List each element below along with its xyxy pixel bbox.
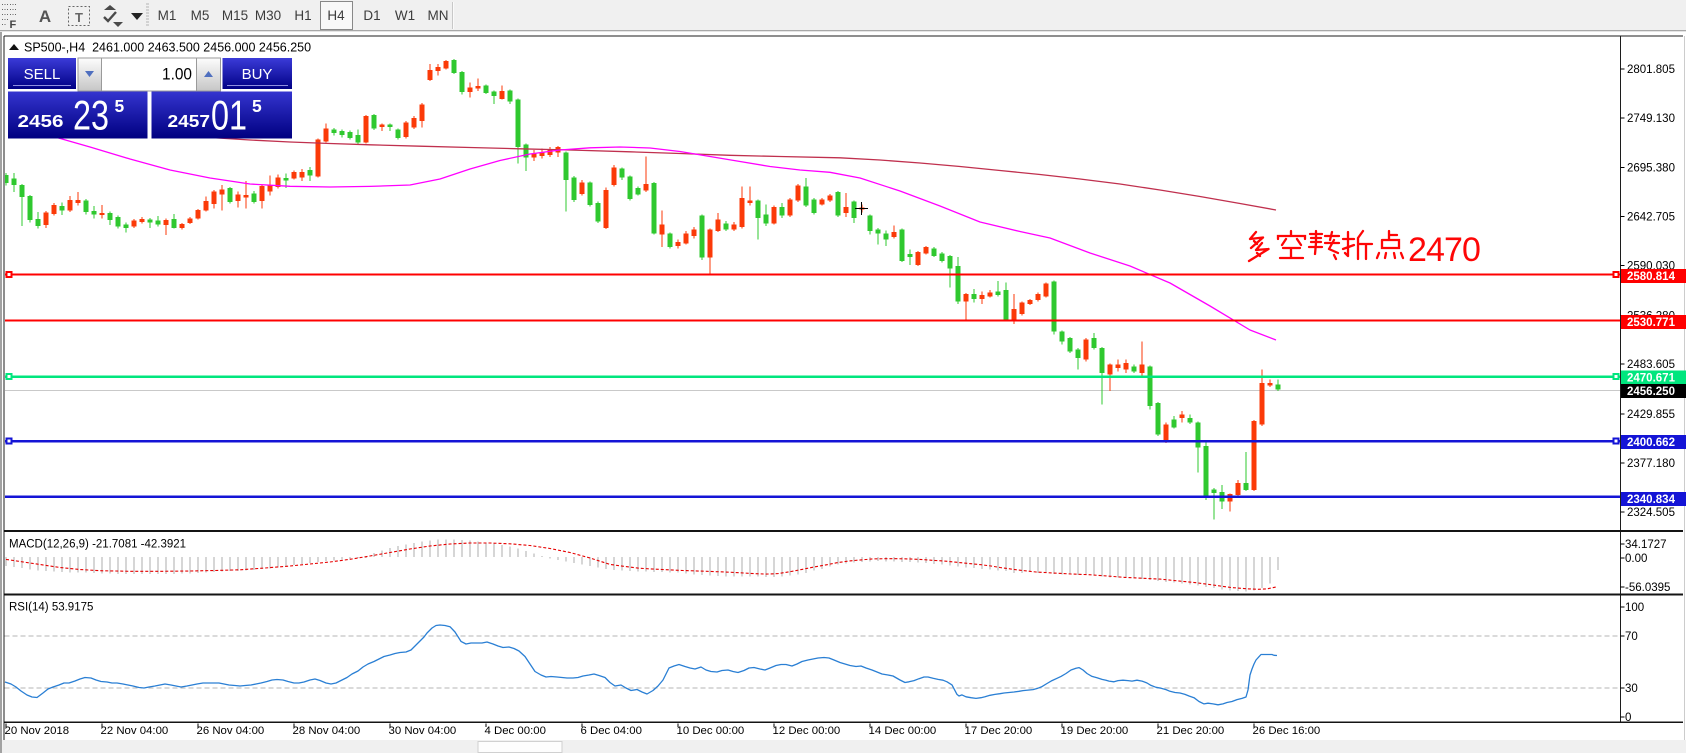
svg-text:H1: H1 — [294, 8, 311, 23]
svg-text:1.00: 1.00 — [162, 66, 192, 84]
svg-text:2324.505: 2324.505 — [1627, 507, 1675, 519]
svg-text:W1: W1 — [395, 8, 415, 23]
svg-text:28 Nov 04:00: 28 Nov 04:00 — [293, 725, 361, 737]
svg-text:RSI(14) 53.9175: RSI(14) 53.9175 — [9, 602, 93, 614]
svg-text:100: 100 — [1625, 602, 1644, 614]
svg-text:14 Dec 00:00: 14 Dec 00:00 — [869, 725, 937, 737]
svg-text:01: 01 — [211, 92, 247, 139]
svg-text:70: 70 — [1625, 631, 1638, 643]
svg-text:M5: M5 — [191, 8, 210, 23]
svg-text:6 Dec 04:00: 6 Dec 04:00 — [581, 725, 642, 737]
svg-text:10 Dec 00:00: 10 Dec 00:00 — [677, 725, 745, 737]
svg-text:MACD(12,26,9) -21.7081 -42.392: MACD(12,26,9) -21.7081 -42.3921 — [9, 539, 186, 551]
svg-text:2377.180: 2377.180 — [1627, 458, 1675, 470]
svg-text:21 Dec 20:00: 21 Dec 20:00 — [1157, 725, 1225, 737]
svg-text:5: 5 — [252, 96, 262, 116]
svg-text:H4: H4 — [327, 8, 345, 23]
svg-text:26 Dec 16:00: 26 Dec 16:00 — [1253, 725, 1321, 737]
svg-text:SP500-,H4 2461.000 2463.500 2: SP500-,H4 2461.000 2463.500 2456.000 245… — [24, 41, 311, 55]
svg-text:2429.855: 2429.855 — [1627, 409, 1675, 421]
svg-text:30: 30 — [1625, 683, 1638, 695]
svg-text:17 Dec 20:00: 17 Dec 20:00 — [965, 725, 1033, 737]
svg-text:A: A — [39, 7, 51, 26]
svg-text:4 Dec 00:00: 4 Dec 00:00 — [485, 725, 546, 737]
svg-text:2580.814: 2580.814 — [1627, 271, 1676, 283]
svg-text:0: 0 — [1625, 712, 1631, 724]
svg-text:2340.834: 2340.834 — [1627, 494, 1676, 506]
svg-text:34.1727: 34.1727 — [1625, 539, 1667, 551]
svg-text:30 Nov 04:00: 30 Nov 04:00 — [389, 725, 457, 737]
svg-text:0.00: 0.00 — [1625, 553, 1647, 565]
svg-text:T: T — [75, 10, 83, 25]
svg-text:SELL: SELL — [24, 66, 61, 83]
svg-text:BUY: BUY — [242, 66, 273, 83]
svg-text:F: F — [10, 19, 17, 31]
svg-text:M1: M1 — [158, 8, 177, 23]
svg-text:2400.662: 2400.662 — [1627, 437, 1675, 449]
svg-text:2470: 2470 — [1408, 231, 1480, 269]
svg-text:2456.250: 2456.250 — [1627, 386, 1675, 398]
svg-text:-56.0395: -56.0395 — [1625, 582, 1670, 594]
svg-text:2470.671: 2470.671 — [1627, 373, 1676, 385]
svg-text:26 Nov 04:00: 26 Nov 04:00 — [197, 725, 265, 737]
svg-text:19 Dec 20:00: 19 Dec 20:00 — [1061, 725, 1129, 737]
svg-text:M30: M30 — [255, 8, 281, 23]
svg-text:12 Dec 00:00: 12 Dec 00:00 — [773, 725, 841, 737]
svg-text:5: 5 — [115, 96, 125, 116]
svg-text:2749.130: 2749.130 — [1627, 113, 1675, 125]
svg-text:2642.705: 2642.705 — [1627, 212, 1675, 224]
svg-text:2530.771: 2530.771 — [1627, 317, 1676, 329]
svg-text:2456: 2456 — [18, 111, 64, 131]
svg-text:2801.805: 2801.805 — [1627, 64, 1675, 76]
svg-text:20 Nov 2018: 20 Nov 2018 — [5, 725, 70, 737]
svg-text:23: 23 — [73, 92, 109, 139]
svg-text:MN: MN — [428, 8, 449, 23]
svg-text:D1: D1 — [363, 8, 380, 23]
svg-text:22 Nov 04:00: 22 Nov 04:00 — [101, 725, 169, 737]
svg-text:2695.380: 2695.380 — [1627, 163, 1675, 175]
svg-text:2457: 2457 — [168, 111, 211, 131]
svg-text:M15: M15 — [222, 8, 248, 23]
svg-text:2483.605: 2483.605 — [1627, 359, 1675, 371]
